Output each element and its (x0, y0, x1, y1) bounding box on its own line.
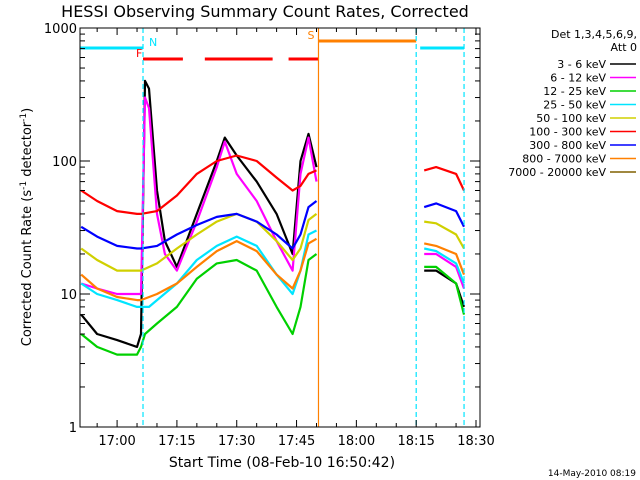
series-100-300-kev-part2 (423, 166, 465, 191)
series-12-25-kev-part2 (424, 265, 466, 315)
series-800-7000-kev-part1 (80, 237, 318, 302)
flag-label-n: N (149, 36, 157, 49)
x-tick-label-17-15: 17:15 (158, 434, 195, 449)
x-tick-label-17-30: 17:30 (218, 434, 255, 449)
series-25-50-kev-part1 (80, 229, 317, 308)
legend-label-12-25-kev: 12 - 25 keV (543, 85, 606, 98)
series-6-12-kev-part1 (80, 96, 318, 296)
y-tick-label-1: 1 (69, 421, 77, 436)
legend-label-7000-20000-kev: 7000 - 20000 keV (508, 166, 606, 179)
legend-title-line2: Att 0 (611, 41, 637, 54)
legend-label-50-100-kev: 50 - 100 keV (536, 112, 606, 125)
legend-label-25-50-kev: 25 - 50 keV (543, 99, 606, 112)
legend-label-800-7000-kev: 800 - 7000 keV (522, 153, 606, 166)
x-tick-label-17-45: 17:45 (278, 434, 315, 449)
x-tick-label-18-15: 18:15 (397, 434, 434, 449)
legend-title-line1: Det 1,3,4,5,6,9, (551, 28, 637, 41)
flag-label-s: S (307, 29, 314, 42)
observing-flags: NF S (80, 29, 465, 61)
x-axis-ticks: 17:00 17:15 17:30 17:45 18:00 18:15 18:30 (96, 28, 495, 449)
x-tick-label-18-30: 18:30 (457, 434, 494, 449)
x-tick-label-18-00: 18:00 (338, 434, 375, 449)
series-50-100-kev-part1 (80, 212, 318, 272)
legend-label-6-12-kev: 6 - 12 keV (550, 72, 606, 85)
series-300-800-kev-part2 (423, 202, 465, 228)
x-tick-label-17-00: 17:00 (98, 434, 135, 449)
series-layer (80, 79, 466, 356)
event-lines (142, 28, 465, 427)
y-axis-label: Corrected Count Rate (s-1 detector-1) (19, 108, 35, 346)
chart-title: HESSI Observing Summary Count Rates, Cor… (61, 2, 469, 21)
series-25-50-kev-part2 (423, 247, 466, 284)
legend-label-300-800-kev: 300 - 800 keV (529, 139, 606, 152)
plot-frame (79, 27, 481, 428)
timestamp: 14-May-2010 08:19 (548, 469, 636, 479)
flag-label-f: F (136, 47, 142, 60)
legend-label-100-300-kev: 100 - 300 keV (529, 126, 606, 139)
y-axis-ticks: 1 10 100 1000 (44, 22, 480, 436)
series-800-7000-kev-part2 (423, 242, 466, 275)
x-axis-label: Start Time (08-Feb-10 16:50:42) (169, 455, 395, 471)
series-100-300-kev-part1 (80, 154, 317, 215)
series-300-800-kev-part1 (80, 200, 318, 250)
y-tick-label-10: 10 (60, 288, 77, 303)
series-50-100-kev-part2 (424, 220, 465, 250)
series-6-12-kev-part2 (424, 252, 466, 289)
legend-label-3-6-kev: 3 - 6 keV (557, 58, 606, 71)
y-tick-label-100: 100 (52, 155, 77, 170)
series-12-25-kev-part1 (80, 253, 318, 356)
y-tick-label-1000: 1000 (44, 22, 77, 37)
